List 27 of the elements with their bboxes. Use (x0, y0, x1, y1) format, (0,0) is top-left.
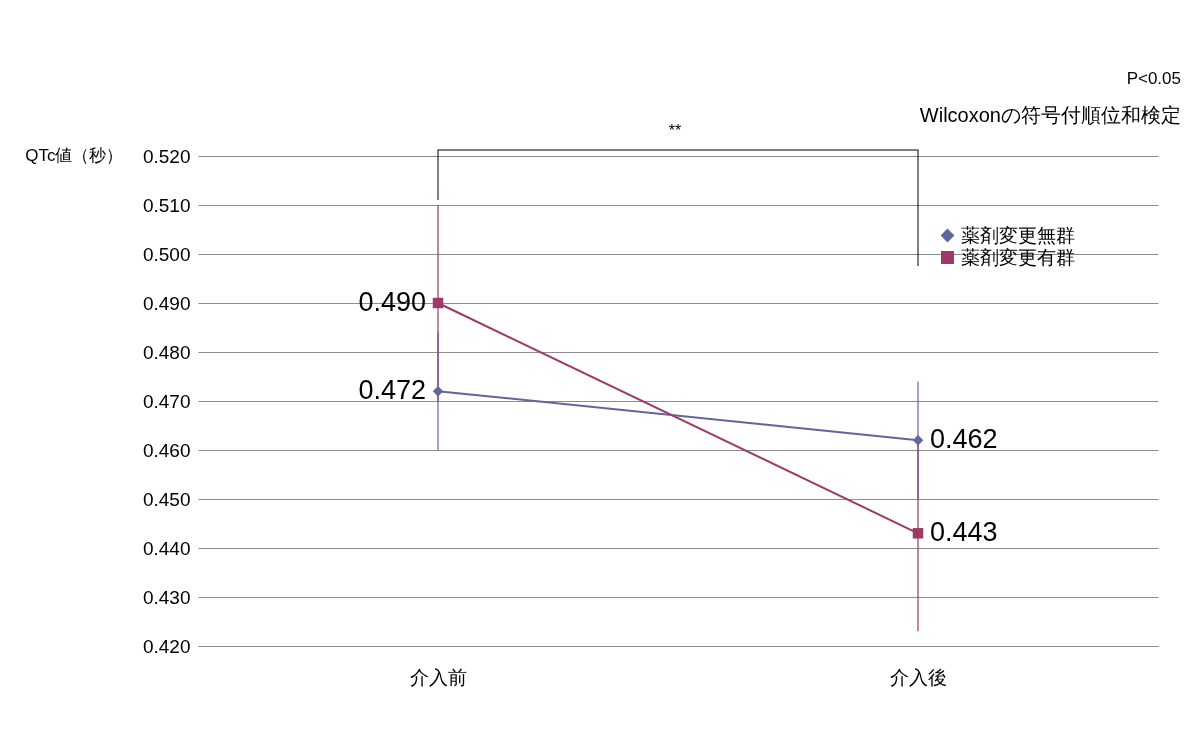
text: P<0.05 (1126, 69, 1181, 88)
data-label: 0.490 (358, 287, 426, 317)
data-label: 0.443 (930, 517, 998, 548)
legend-label: 薬剤変更無群 (961, 224, 1075, 246)
y-axis-title: QTc値（秒） (25, 145, 124, 165)
legend-label: 薬剤変更有群 (961, 246, 1075, 268)
data-label: 0.462 (930, 424, 998, 455)
y-tick-label: 0.510 (142, 194, 191, 216)
point (432, 385, 444, 397)
y-tick-label: 0.420 (142, 635, 191, 657)
y-tick-label: 0.430 (142, 586, 191, 608)
y-tick-label: 0.440 (142, 537, 191, 559)
y-tick-label: 0.450 (142, 488, 191, 510)
point (912, 434, 924, 446)
data-label: 0.472 (358, 375, 426, 406)
point (912, 528, 924, 539)
x-tick-label: 介入前 (410, 666, 467, 688)
text: ** (668, 122, 682, 139)
y-tick-label: 0.470 (142, 390, 191, 412)
y-tick-label: 0.460 (142, 439, 191, 461)
y-tick-label: 0.520 (142, 145, 191, 167)
point (432, 297, 444, 309)
text: Wilcoxonの符号付順位和検定 (919, 104, 1181, 126)
y-tick-label: 0.480 (142, 341, 191, 363)
y-tick-label: 0.490 (142, 292, 191, 314)
x-tick-label: 介入後 (890, 666, 947, 688)
y-tick-label: 0.500 (142, 243, 191, 265)
